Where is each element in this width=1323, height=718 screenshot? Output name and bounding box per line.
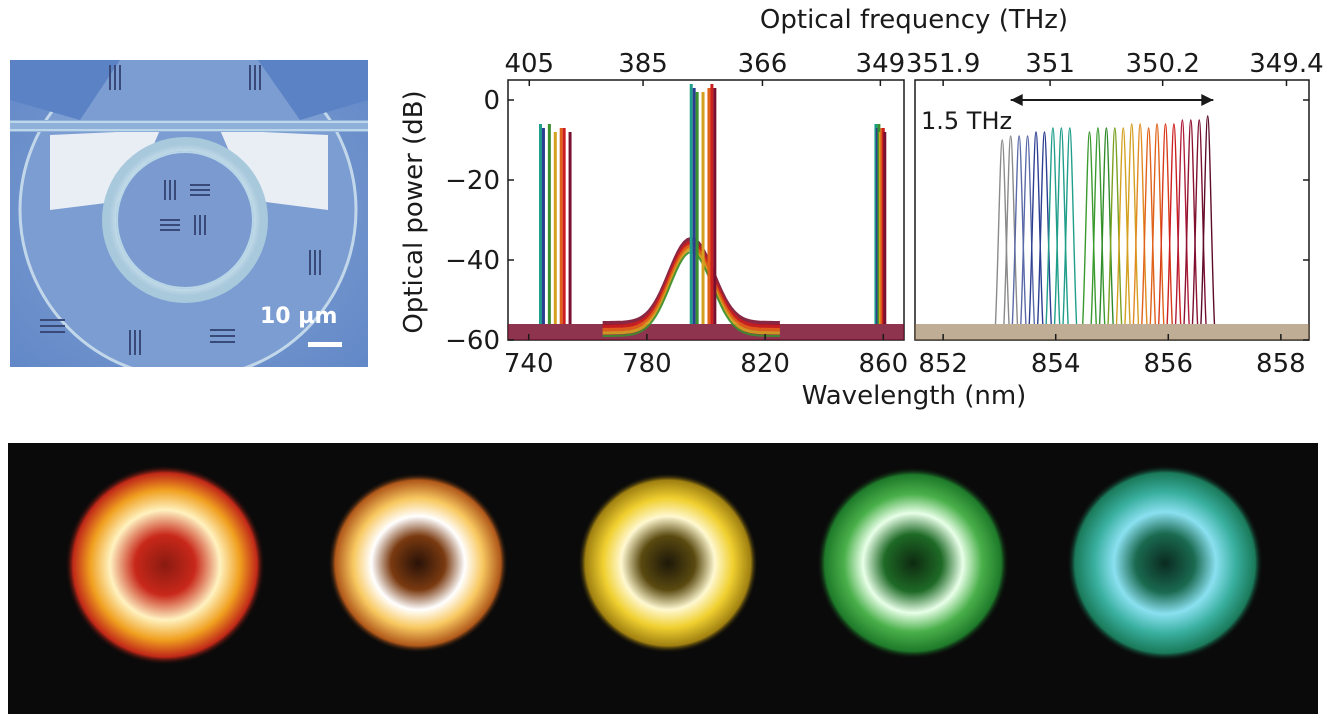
left-noise-floor xyxy=(508,324,904,340)
mode-image-3 xyxy=(578,473,758,653)
left-x-tick-label: 780 xyxy=(622,349,672,379)
left-y-tick-label: −20 xyxy=(445,166,500,196)
mode-image-1 xyxy=(65,465,265,665)
right-spectrum-traces xyxy=(915,115,1309,340)
mode-images-svg xyxy=(8,443,1318,714)
tuning-peak-8 xyxy=(1062,127,1078,325)
x-axis-label: Wavelength (nm) xyxy=(802,381,1027,411)
left-x-tick-label: 740 xyxy=(504,349,554,379)
mode-image-2 xyxy=(328,473,508,653)
left-top-tick-label: 349 xyxy=(856,49,906,79)
left-axes: 740 780 820 860 0 −20 −40 −60 405 385 366 349 xyxy=(445,49,908,379)
left-y-tick-label: 0 xyxy=(483,86,500,116)
left-top-tick-label: 366 xyxy=(738,49,788,79)
scale-bar-label: 10 µm xyxy=(260,304,337,329)
left-x-tick-label: 820 xyxy=(740,349,790,379)
left-spectrum-plot: 740 780 820 860 0 −20 −40 −60 405 385 366 349 xyxy=(445,49,908,379)
tuning-peak-23 xyxy=(1200,115,1216,325)
right-top-tick-label: 351.9 xyxy=(906,49,980,79)
scale-bar xyxy=(308,342,342,347)
right-x-tick-label: 856 xyxy=(1143,349,1193,379)
right-axes: 852 854 856 858 351.9 351 350.2 349.4 xyxy=(906,49,1323,379)
y-axis-label: Optical power (dB) xyxy=(399,90,429,333)
right-top-tick-label: 349.4 xyxy=(1249,49,1323,79)
mode-image-4 xyxy=(817,467,1009,659)
annotation-label: 1.5 THz xyxy=(921,107,1012,135)
left-top-tick-label: 405 xyxy=(504,49,554,79)
mode-images-strip xyxy=(8,443,1318,714)
right-x-tick-label: 852 xyxy=(918,349,968,379)
microring-image: 10 µm xyxy=(10,40,368,380)
left-y-tick-label: −60 xyxy=(445,326,500,356)
right-noise-floor xyxy=(915,324,1309,340)
left-x-tick-label: 860 xyxy=(858,349,908,379)
left-spectrum-traces xyxy=(508,84,904,340)
right-spectrum-plot: 852 854 856 858 351.9 351 350.2 349.4 1.5 THz xyxy=(906,49,1323,379)
right-x-tick-label: 854 xyxy=(1031,349,1081,379)
mode-image-5 xyxy=(1067,465,1263,661)
spectra-figure: Optical frequency (THz) Wavelength (nm) … xyxy=(380,0,1323,420)
right-x-tick-label: 858 xyxy=(1256,349,1306,379)
spectra-svg: Optical frequency (THz) Wavelength (nm) … xyxy=(399,5,1323,411)
microring-micrograph: 10 µm xyxy=(10,40,368,380)
right-top-tick-label: 351 xyxy=(1025,49,1075,79)
right-top-tick-label: 350.2 xyxy=(1125,49,1199,79)
top-axis-label: Optical frequency (THz) xyxy=(760,5,1068,35)
left-plot-frame xyxy=(507,79,905,341)
left-top-tick-label: 385 xyxy=(618,49,668,79)
left-y-tick-label: −40 xyxy=(445,246,500,276)
